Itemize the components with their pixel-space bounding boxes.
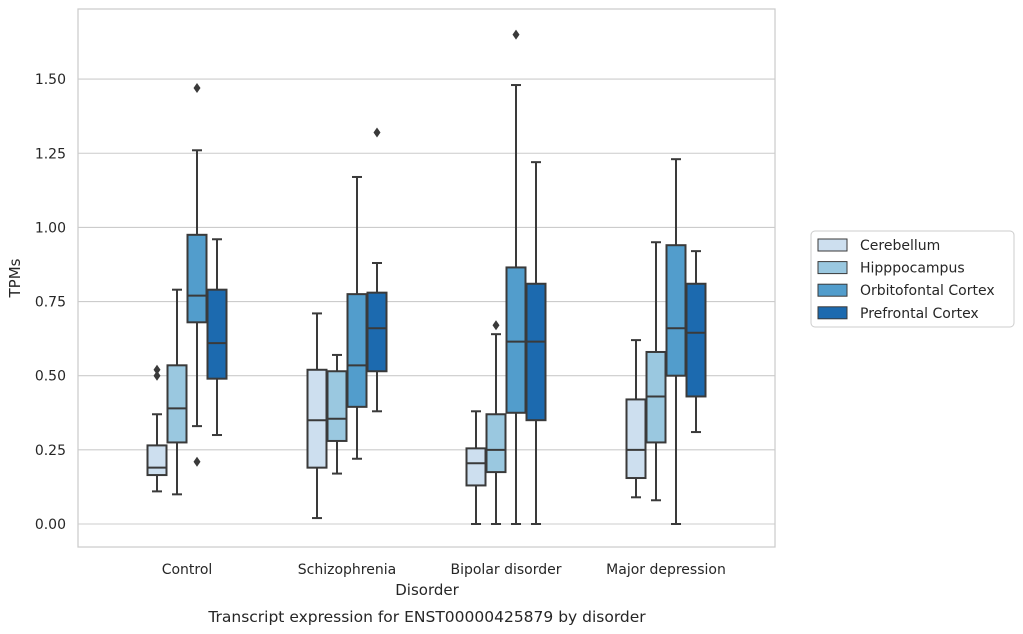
box-hipppocampus <box>645 241 667 502</box>
box-orbitofontal-cortex <box>346 175 368 460</box>
box-hipppocampus <box>166 288 188 496</box>
outlier-point <box>492 320 500 331</box>
box-cerebellum <box>625 339 647 499</box>
box-iqr <box>485 413 507 474</box>
box-iqr <box>206 288 228 380</box>
plot-area-frame <box>77 8 776 548</box>
y-tick-label: 1.25 <box>35 146 66 162</box>
outlier-point <box>193 456 201 467</box>
box-cerebellum <box>146 364 168 493</box>
legend-swatch <box>817 306 848 320</box>
legend-swatch <box>817 238 848 252</box>
box-iqr <box>525 282 547 422</box>
y-tick-label: 1.50 <box>35 72 66 88</box>
y-tick-label: 0.25 <box>35 443 66 459</box>
box-prefrontal-cortex <box>366 127 388 413</box>
box-iqr <box>326 370 348 442</box>
legend-label: Prefrontal Cortex <box>860 306 979 322</box>
x-axis-ticks: Control Schizophrenia Bipolar disorder Majo… <box>162 562 726 578</box>
legend-label: Hipppocampus <box>860 261 965 277</box>
box-iqr <box>166 364 188 444</box>
box-iqr <box>366 291 388 373</box>
x-tick-label: Control <box>162 562 213 578</box>
chart-title: Transcript expression for ENST0000042587… <box>207 608 646 626</box>
outlier-point <box>193 82 201 93</box>
y-tick-label: 0.00 <box>35 517 66 533</box>
box-prefrontal-cortex <box>206 238 228 437</box>
x-tick-label: Bipolar disorder <box>450 562 561 578</box>
x-tick-label: Major depression <box>606 562 726 578</box>
legend-swatch <box>817 283 848 297</box>
outlier-point <box>153 364 161 375</box>
box-orbitofontal-cortex <box>665 158 687 525</box>
box-orbitofontal-cortex <box>186 82 208 467</box>
box-iqr <box>186 233 208 324</box>
box-cerebellum <box>306 312 328 520</box>
outlier-point <box>373 127 381 138</box>
legend-label: Orbitofontal Cortex <box>860 283 995 299</box>
box-cerebellum <box>465 410 487 525</box>
legend-swatch <box>817 261 848 275</box>
outlier-point <box>512 29 520 40</box>
box-layer <box>146 29 707 525</box>
box-iqr <box>625 398 647 480</box>
box-iqr <box>685 282 707 398</box>
box-iqr <box>665 244 687 377</box>
y-tick-label: 0.50 <box>35 369 66 385</box>
box-prefrontal-cortex <box>525 161 547 525</box>
box-prefrontal-cortex <box>685 250 707 434</box>
legend-frame <box>810 230 1015 328</box>
box-iqr <box>146 444 168 477</box>
y-tick-label: 0.75 <box>35 295 66 311</box>
y-axis-ticks: 0.00 0.25 0.50 0.75 1.00 1.25 1.50 <box>35 72 66 533</box>
x-axis-title: Disorder <box>395 581 459 599</box>
legend: Cerebellum Hipppocampus Orbitofontal Corte… <box>810 230 1015 328</box>
box-hipppocampus <box>485 320 507 525</box>
box-iqr <box>346 293 368 408</box>
outlier-point <box>153 370 161 381</box>
x-tick-label: Schizophrenia <box>298 562 396 578</box>
y-tick-label: 1.00 <box>35 220 66 236</box>
box-iqr <box>306 368 328 469</box>
box-iqr <box>465 447 487 487</box>
box-iqr <box>505 266 527 414</box>
y-axis-title: TPMs <box>6 258 24 298</box>
legend-label: Cerebellum <box>860 238 940 254</box>
